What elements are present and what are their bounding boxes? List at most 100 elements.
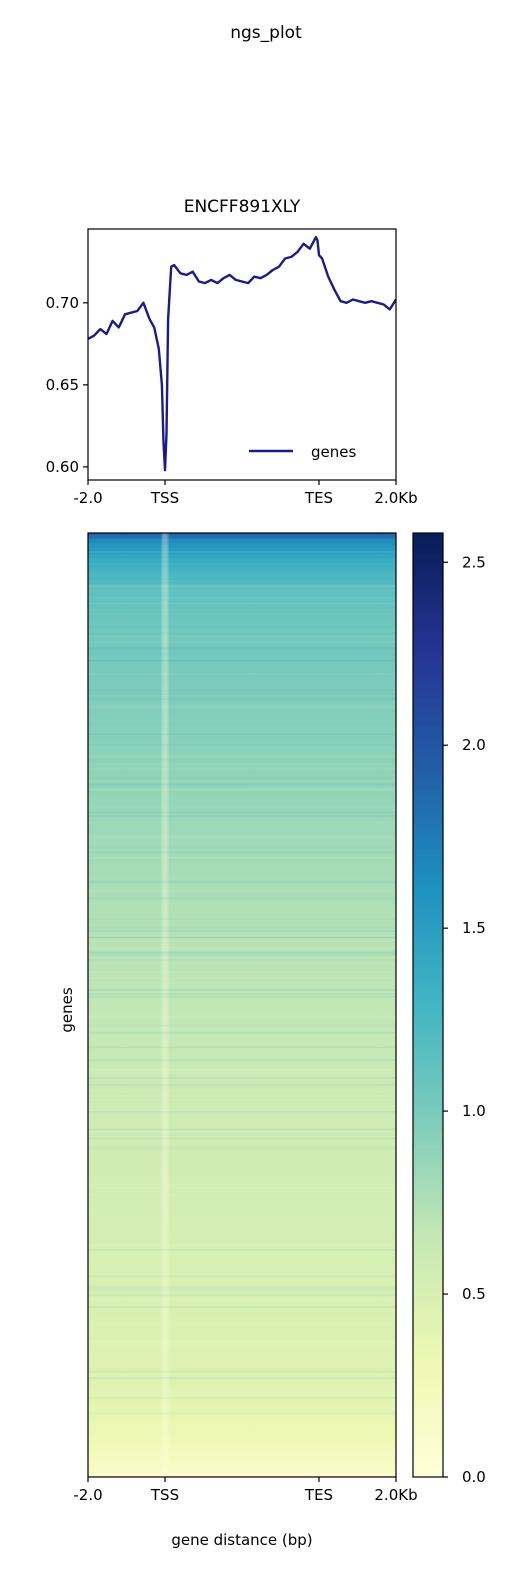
- heatmap-streak: [88, 733, 396, 736]
- heatmap-streak: [88, 995, 396, 998]
- heatmap-streak: [88, 691, 396, 693]
- profile-y-tick-label: 0.60: [46, 458, 79, 476]
- heatmap-streak: [88, 1024, 396, 1027]
- heatmap-streak: [88, 585, 396, 587]
- heatmap-streak: [88, 582, 396, 584]
- heatmap-streak: [88, 1397, 396, 1399]
- heatmap-streak: [88, 1024, 396, 1026]
- heatmap-streak: [88, 1077, 396, 1079]
- profile-y-tick-label: 0.65: [46, 376, 79, 394]
- heatmap-streak: [88, 1289, 396, 1291]
- heatmap-streak: [88, 1175, 396, 1177]
- heatmap-streak: [88, 556, 396, 558]
- heatmap-streak: [88, 1068, 396, 1071]
- heatmap-streak: [88, 1275, 396, 1278]
- heatmap-streak: [88, 768, 396, 770]
- heatmap-streak: [88, 1288, 396, 1291]
- heatmap-streak: [88, 1128, 396, 1131]
- heatmap-streak: [88, 1135, 396, 1139]
- profile-y-tick-label: 0.70: [46, 294, 79, 312]
- heatmap-streak: [88, 982, 396, 985]
- heatmap-streak: [88, 783, 396, 786]
- heatmap-streak: [88, 856, 396, 859]
- heatmap-streak: [88, 542, 396, 545]
- profile-plot-frame: [87, 228, 397, 481]
- heatmap-streak: [88, 1069, 396, 1072]
- heatmap-streak: [88, 1103, 396, 1105]
- heatmap-streak: [88, 1033, 396, 1035]
- heatmap-streak: [88, 1285, 396, 1288]
- heatmap-streak: [88, 1137, 396, 1140]
- heatmap-streak: [88, 646, 396, 650]
- heatmap-streak: [88, 743, 396, 746]
- profile-line-genes: [88, 236, 396, 472]
- heatmap-streak: [88, 754, 396, 757]
- heatmap-streak: [88, 1253, 396, 1255]
- heatmap-streak: [88, 659, 396, 661]
- heatmap-streak: [88, 578, 396, 581]
- heatmap-streak: [88, 777, 396, 780]
- heatmap-streak: [88, 596, 396, 599]
- colorbar-tick-label: 2.0: [462, 736, 486, 754]
- heatmap-streak: [88, 1109, 396, 1111]
- heatmap-streak: [88, 1111, 396, 1114]
- heatmap-streak: [88, 640, 396, 643]
- heatmap-streak: [88, 652, 396, 655]
- heatmap-streak: [88, 1294, 396, 1297]
- heatmap-streak: [88, 1194, 396, 1196]
- heatmap-streak: [88, 957, 396, 959]
- heatmap-streak: [88, 602, 396, 604]
- heatmap-streak: [88, 1183, 396, 1187]
- heatmap-ylabel: genes: [58, 987, 76, 1032]
- heatmap-streak: [88, 707, 396, 709]
- heatmap-streak: [88, 705, 396, 708]
- colorbar-tick-label: 1.0: [462, 1102, 486, 1120]
- heatmap-streak: [88, 635, 396, 638]
- heatmap-streak: [88, 953, 396, 956]
- heatmap-streak: [88, 1408, 396, 1411]
- heatmap-streak: [88, 882, 396, 884]
- heatmap-x-tick-label: TSS: [150, 1486, 179, 1504]
- heatmap-x-tick-label: -2.0: [73, 1486, 102, 1504]
- heatmap-streak: [88, 692, 396, 695]
- heatmap-streak: [88, 937, 396, 939]
- heatmap-streak: [88, 1133, 396, 1135]
- heatmap-streak: [88, 1414, 396, 1417]
- heatmap-streak: [88, 1110, 396, 1113]
- heatmap-streak: [88, 959, 396, 961]
- heatmap-streak: [88, 1095, 396, 1097]
- profile-plot: ENCFF891XLY 0.60 0.65 0.70 -2.0 TSS TES 2.0Kb…: [46, 197, 418, 507]
- heatmap-streak: [88, 565, 396, 568]
- heatmap-streak: [88, 988, 396, 991]
- heatmap-streak: [88, 805, 396, 808]
- heatmap-streak: [88, 1084, 396, 1086]
- heatmap-streak: [88, 850, 396, 853]
- heatmap-streak: [88, 1244, 396, 1247]
- heatmap-streak: [88, 780, 396, 783]
- heatmap-streak: [88, 1146, 396, 1148]
- heatmap-streak: [88, 1099, 396, 1101]
- heatmap-streak: [88, 1397, 396, 1399]
- profile-title: ENCFF891XLY: [184, 197, 301, 217]
- heatmap-streak: [88, 864, 396, 867]
- heatmap-streak: [88, 719, 396, 722]
- heatmap-streak: [88, 788, 396, 791]
- heatmap-streak: [88, 1046, 396, 1048]
- heatmap-streak: [88, 1031, 396, 1035]
- heatmap-streak: [88, 660, 396, 663]
- heatmap-streak: [88, 539, 396, 541]
- heatmap-streak: [88, 935, 396, 938]
- heatmap-streaks: [88, 539, 396, 1425]
- heatmap-streak: [88, 815, 396, 818]
- colorbar: 0.0 0.5 1.0 1.5 2.0 2.5: [412, 532, 486, 1486]
- heatmap-streak: [88, 1402, 396, 1404]
- profile-legend: genes: [249, 443, 356, 461]
- heatmap-streak: [88, 1071, 396, 1074]
- heatmap-streak: [88, 963, 396, 965]
- heatmap-streak: [88, 632, 396, 634]
- heatmap-streak: [88, 1264, 396, 1267]
- heatmap-streak: [88, 851, 396, 854]
- heatmap-x-tick-label: 2.0Kb: [374, 1486, 417, 1504]
- colorbar-tick-label: 0.5: [462, 1285, 486, 1303]
- profile-x-tick-label: TES: [304, 489, 333, 507]
